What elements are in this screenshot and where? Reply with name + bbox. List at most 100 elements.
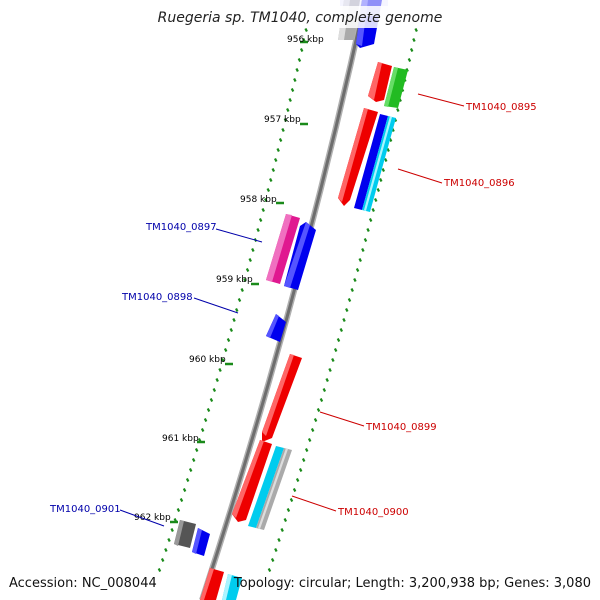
scale-ticks: 956 kbp 957 kbp 958 kbp 959 kbp 960 kbp … <box>134 35 324 524</box>
gene-label-0897[interactable]: TM1040_0897 <box>145 222 217 233</box>
guide-dash-left <box>269 178 273 182</box>
gene-label-0900[interactable]: TM1040_0900 <box>337 507 409 518</box>
guide-dash-left <box>274 158 278 162</box>
guide-dash-left <box>281 128 285 132</box>
guide-dash-left <box>295 68 299 72</box>
guide-dash-left <box>167 538 171 542</box>
guide-dash-left <box>258 218 263 222</box>
guide-dash-right <box>368 218 373 222</box>
guide-dash-right <box>316 408 321 412</box>
gene-feature-bottom-cyan[interactable] <box>222 574 242 600</box>
guide-dash-left <box>256 228 260 232</box>
guide-dash-left <box>221 358 225 362</box>
gene-feature-0901-dark[interactable] <box>174 520 196 548</box>
guide-dash-right <box>409 48 414 52</box>
guide-dash-left <box>283 118 288 122</box>
gene-feature-0899-red[interactable] <box>262 354 302 442</box>
guide-dash-left <box>286 108 290 112</box>
guide-dash-right <box>267 568 272 572</box>
guide-dash-left <box>194 448 199 452</box>
guide-dash-right <box>353 278 357 282</box>
guide-dash-left <box>179 498 184 502</box>
guide-dash-right <box>371 208 375 212</box>
gene-labels: TM1040_0895 TM1040_0896 TM1040_0897 TM10… <box>49 102 537 518</box>
guide-dash-right <box>283 518 288 522</box>
guide-dash-right <box>384 158 388 162</box>
guide-dash-left <box>212 388 217 392</box>
guide-dash-left <box>293 78 297 82</box>
guide-dash-left <box>170 528 174 532</box>
guide-dash-left <box>290 88 295 92</box>
guide-dash-left <box>226 338 231 342</box>
guide-dash-left <box>182 488 187 492</box>
tick-label-957: 957 kbp <box>264 115 301 125</box>
gene-label-0899[interactable]: TM1040_0899 <box>365 422 437 433</box>
guide-dash-right <box>347 298 352 302</box>
guide-dash-left <box>209 398 214 402</box>
guide-dash-right <box>407 58 412 62</box>
guide-dash-left <box>276 148 280 152</box>
gene-feature-0900-gray[interactable] <box>256 448 292 530</box>
guide-dash-left <box>243 278 247 282</box>
map-title: Ruegeria sp. TM1040, complete genome <box>158 10 443 26</box>
guide-dash-left <box>261 208 265 212</box>
guide-dash-right <box>331 358 335 362</box>
guide-dash-left <box>264 198 268 202</box>
gene-feature-0896-blue[interactable] <box>354 114 388 210</box>
gene-feature-0895-green[interactable] <box>384 67 408 108</box>
gene-feature-0895-red[interactable] <box>368 62 392 102</box>
track-guides <box>157 28 418 572</box>
gene-feature-0901-blue[interactable] <box>192 528 210 556</box>
guide-dash-right <box>342 318 346 322</box>
gene-feature-0900-red[interactable] <box>232 440 272 522</box>
guide-dash-right <box>301 458 306 462</box>
gene-label-0896[interactable]: TM1040_0896 <box>443 178 515 189</box>
gene-feature-0897-magenta[interactable] <box>266 214 300 284</box>
gene-feature-0898-blue[interactable] <box>266 314 286 342</box>
guide-dash-right <box>379 178 383 182</box>
genome-backbone <box>199 0 368 600</box>
guide-dash-left <box>157 568 162 572</box>
guide-dash-left <box>278 138 283 142</box>
guide-dash-right <box>286 508 291 512</box>
guide-dash-right <box>274 548 278 552</box>
gene-label-0901[interactable]: TM1040_0901 <box>49 504 121 515</box>
guide-dash-right <box>363 238 368 242</box>
gene-feature-0897-blue[interactable] <box>284 222 316 290</box>
guide-dash-right <box>328 368 332 372</box>
gene-label-0898[interactable]: TM1040_0898 <box>121 292 193 303</box>
guide-dash-right <box>280 528 284 532</box>
guide-dash-right <box>325 378 329 382</box>
tick-label-958: 958 kbp <box>240 195 277 205</box>
guide-dash-right <box>374 198 378 202</box>
guide-dash-left <box>248 258 252 262</box>
gene-feature-0900-cyan[interactable] <box>248 446 284 528</box>
guide-dash-right <box>319 398 324 402</box>
guide-dash-right <box>313 418 318 422</box>
gene-feature-bottom-red[interactable] <box>200 568 224 600</box>
tick-label-961: 961 kbp <box>162 434 199 444</box>
guide-dash-right <box>396 108 400 112</box>
guide-dash-left <box>288 98 292 102</box>
guide-dash-right <box>358 258 362 262</box>
guide-dash-left <box>229 328 234 332</box>
guide-dash-right <box>361 248 365 252</box>
guide-dash-left <box>176 508 181 512</box>
guide-dash-right <box>310 428 315 432</box>
gene-features <box>174 0 408 600</box>
guide-dash-right <box>322 388 327 392</box>
gene-feature-0896-red[interactable] <box>338 108 378 206</box>
tick-label-959: 959 kbp <box>216 275 253 285</box>
gene-label-0895[interactable]: TM1040_0895 <box>465 102 537 113</box>
guide-dash-left <box>206 408 211 412</box>
genome-summary-text: Topology: circular; Length: 3,200,938 bp… <box>233 576 591 591</box>
guide-dash-right <box>336 338 341 342</box>
guide-dash-right <box>414 28 418 32</box>
guide-dash-right <box>307 438 312 442</box>
gene-feature-0896-cyan[interactable] <box>362 116 396 212</box>
guide-dash-left <box>223 348 228 352</box>
guide-dash-right <box>412 38 416 42</box>
guide-dash-left <box>266 188 271 192</box>
